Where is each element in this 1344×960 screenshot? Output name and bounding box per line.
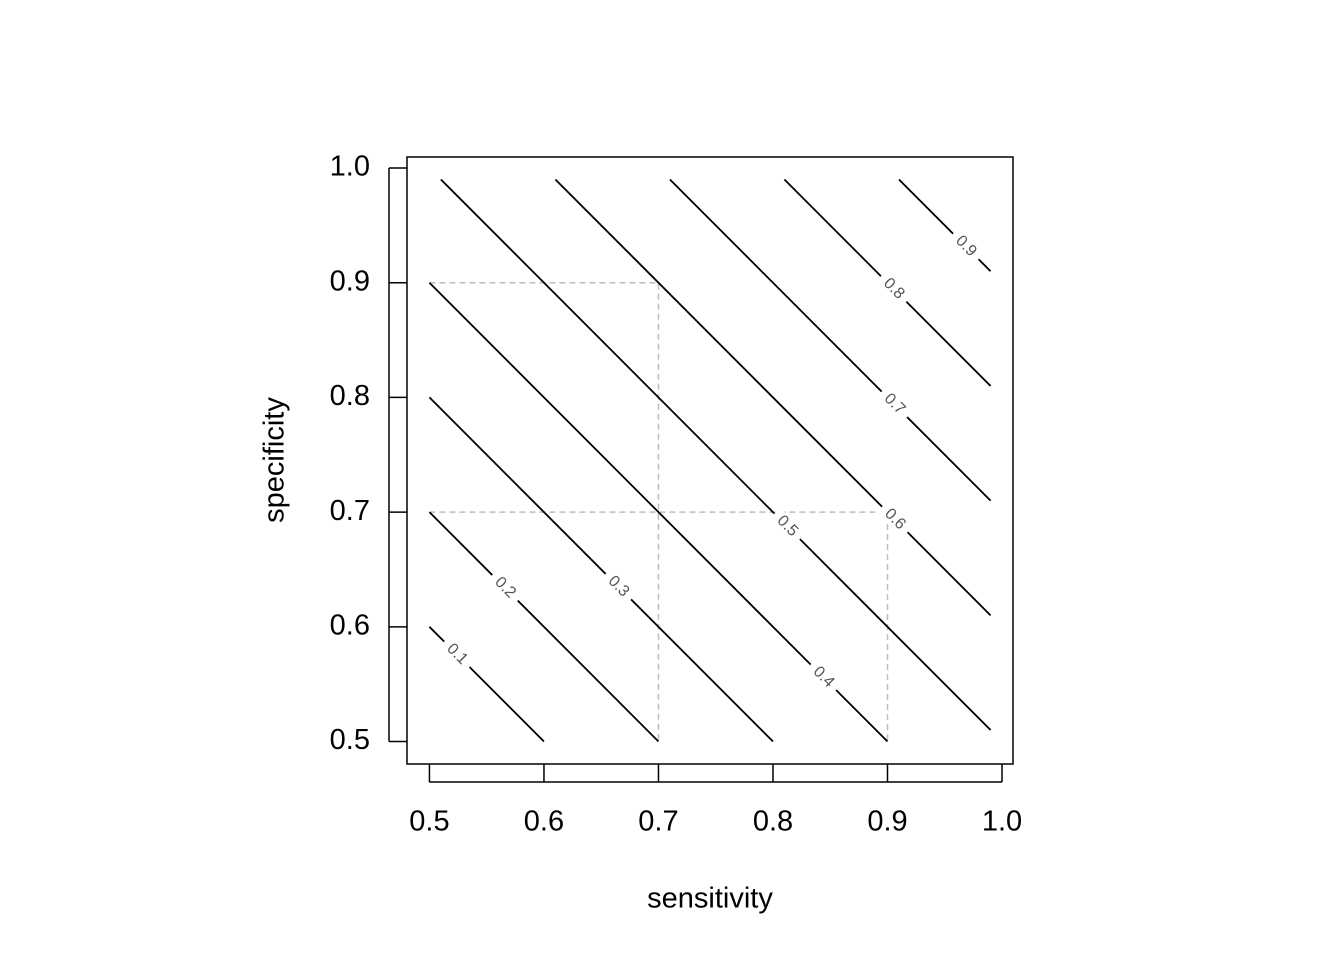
contour-line [554,178,992,616]
reference-line [429,281,660,742]
y-tick-label: 0.8 [330,380,370,412]
y-tick-label: 0.9 [330,265,370,297]
contour-label-gap [438,635,476,673]
contour-label-gap [804,658,842,696]
contour-line [428,396,774,743]
plot-frame [406,156,1014,765]
y-tick-label: 0.7 [330,495,370,527]
contour-label-gap [947,228,985,265]
contour-line [428,511,660,743]
y-tick-label: 1.0 [330,151,370,183]
x-axis-label: sensitivity [647,883,773,915]
x-tick-label: 0.8 [753,806,793,838]
contour-line [669,178,992,502]
contour-label-gap [768,507,806,545]
x-tick-label: 1.0 [982,806,1022,838]
contour-label-gap [876,501,914,538]
contour-label-gap [875,385,913,423]
reference-line [429,511,889,742]
contour-label-gap [486,569,524,607]
x-tick-label: 0.6 [524,806,564,838]
y-tick-label: 0.5 [330,724,370,756]
x-tick-label: 0.9 [867,806,907,838]
y-tick-label: 0.6 [330,609,370,641]
contour-label-gap [875,270,913,308]
contour-line [440,178,992,731]
x-tick-label: 0.7 [638,806,678,838]
y-axis-label: specificity [259,397,291,523]
x-tick-label: 0.5 [409,806,449,838]
contour-label-gap [600,568,637,606]
